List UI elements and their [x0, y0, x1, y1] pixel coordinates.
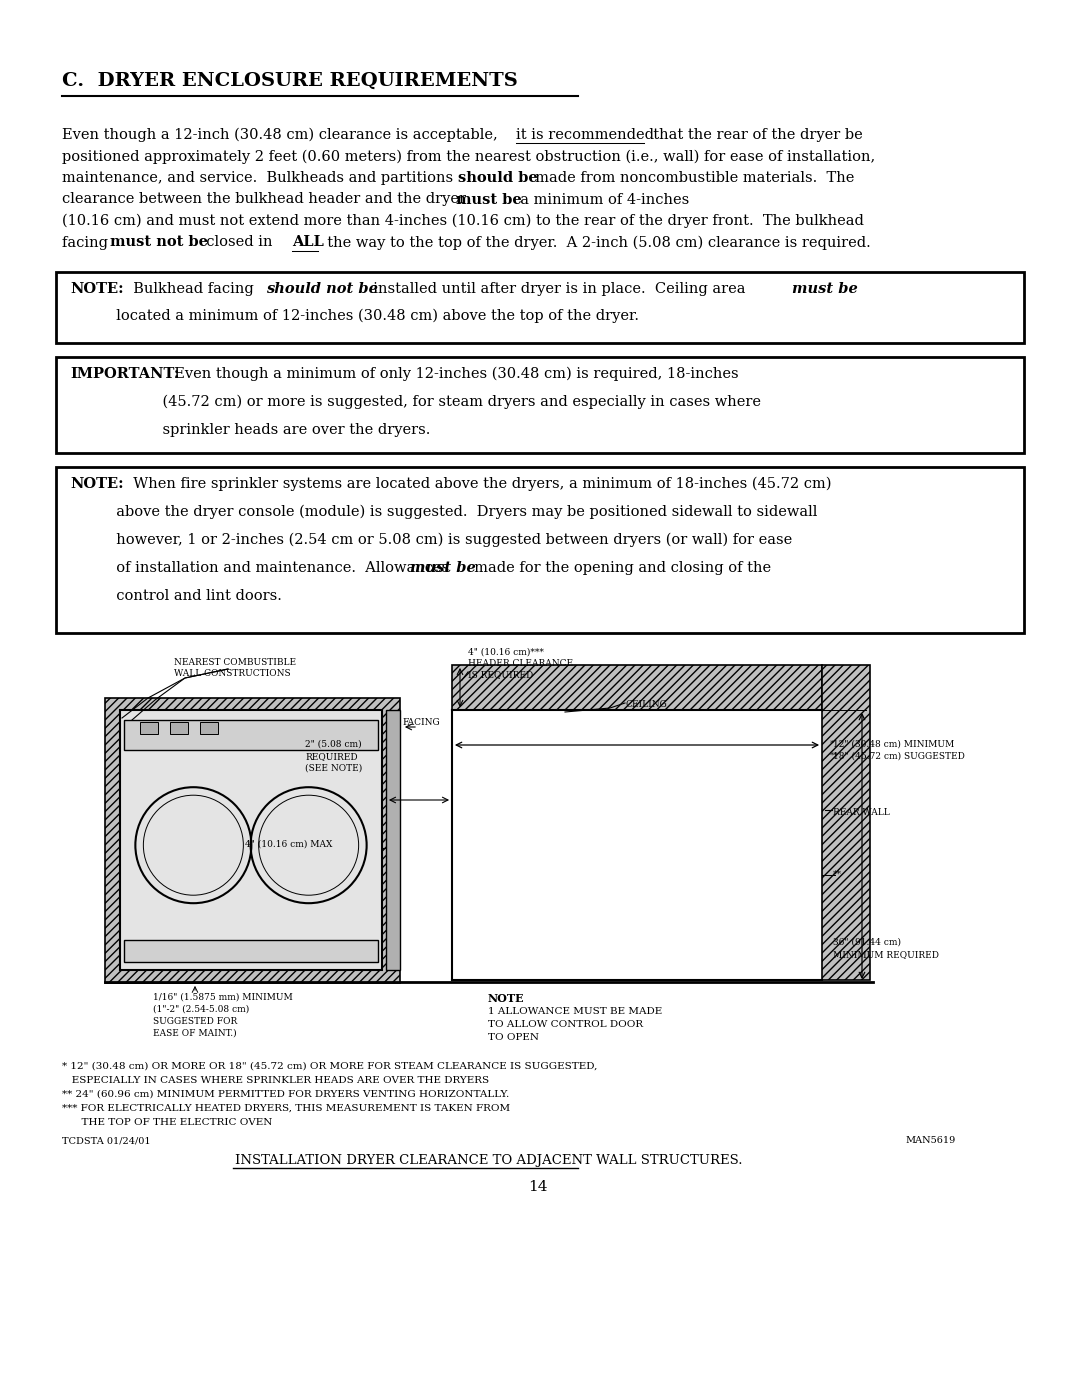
Bar [120, 710, 382, 970]
Text: INSTALLATION DRYER CLEARANCE TO ADJACENT WALL STRUCTURES.: INSTALLATION DRYER CLEARANCE TO ADJACENT… [235, 1154, 743, 1166]
Text: clearance between the bulkhead header and the dryer: clearance between the bulkhead header an… [62, 193, 475, 207]
Text: made from noncombustible materials.  The: made from noncombustible materials. The [526, 170, 854, 184]
Text: NEAREST COMBUSTIBLE: NEAREST COMBUSTIBLE [174, 658, 296, 666]
Bar [140, 722, 158, 733]
Text: of installation and maintenance.  Allowances: of installation and maintenance. Allowan… [70, 562, 459, 576]
Text: a minimum of 4-inches: a minimum of 4-inches [511, 193, 689, 207]
Text: closed in: closed in [197, 236, 282, 250]
Text: positioned approximately 2 feet (0.60 meters) from the nearest obstruction (i.e.: positioned approximately 2 feet (0.60 me… [62, 149, 875, 163]
Text: ** 24" (60.96 cm) MINIMUM PERMITTED FOR DRYERS VENTING HORIZONTALLY.: ** 24" (60.96 cm) MINIMUM PERMITTED FOR … [62, 1090, 510, 1099]
Text: CEILING: CEILING [626, 700, 667, 710]
Text: IS REQUIRED: IS REQUIRED [468, 671, 534, 679]
Text: it is recommended: it is recommended [516, 129, 654, 142]
Bar [453, 665, 822, 710]
Bar [124, 940, 378, 963]
Text: facing: facing [62, 236, 118, 250]
Text: installed until after dryer is in place.  Ceiling area: installed until after dryer is in place.… [364, 282, 755, 296]
Text: located a minimum of 12-inches (30.48 cm) above the top of the dryer.: located a minimum of 12-inches (30.48 cm… [70, 309, 639, 323]
Text: must be: must be [456, 193, 522, 207]
Bar [386, 710, 400, 970]
Bar [56, 358, 1024, 453]
Text: should not be: should not be [266, 282, 378, 296]
Text: MINIMUM REQUIRED: MINIMUM REQUIRED [833, 950, 939, 958]
Text: Even though a 12-inch (30.48 cm) clearance is acceptable,: Even though a 12-inch (30.48 cm) clearan… [62, 129, 507, 142]
Text: C.  DRYER ENCLOSURE REQUIREMENTS: C. DRYER ENCLOSURE REQUIREMENTS [62, 73, 517, 89]
Text: made for the opening and closing of the: made for the opening and closing of the [465, 562, 771, 576]
Text: sprinkler heads are over the dryers.: sprinkler heads are over the dryers. [70, 423, 430, 437]
Text: NOTE:: NOTE: [70, 476, 123, 490]
Text: IMPORTANT:: IMPORTANT: [70, 367, 179, 381]
Text: **: ** [831, 752, 838, 760]
Text: 14: 14 [528, 1180, 548, 1194]
Text: 36" (91.44 cm): 36" (91.44 cm) [833, 937, 901, 947]
Text: should be: should be [458, 170, 538, 184]
Text: must not be: must not be [110, 236, 208, 250]
Text: *: * [831, 740, 834, 747]
Bar [822, 665, 870, 981]
Text: maintenance, and service.  Bulkheads and partitions: maintenance, and service. Bulkheads and … [62, 170, 462, 184]
Text: TO ALLOW CONTROL DOOR: TO ALLOW CONTROL DOOR [488, 1020, 643, 1030]
Text: 2" (5.08 cm): 2" (5.08 cm) [305, 740, 362, 749]
Bar [56, 467, 1024, 633]
Text: FACING: FACING [402, 718, 440, 726]
Text: 4" (10.16 cm) MAX: 4" (10.16 cm) MAX [245, 840, 333, 849]
Text: NOTE:: NOTE: [70, 282, 123, 296]
Text: 1 ALLOWANCE MUST BE MADE: 1 ALLOWANCE MUST BE MADE [488, 1007, 662, 1016]
Text: EASE OF MAINT.): EASE OF MAINT.) [153, 1030, 237, 1038]
Text: WALL CONSTRUCTIONS: WALL CONSTRUCTIONS [174, 669, 291, 678]
Text: SUGGESTED FOR: SUGGESTED FOR [153, 1017, 238, 1025]
Text: 18" (45.72 cm) SUGGESTED: 18" (45.72 cm) SUGGESTED [833, 752, 964, 761]
Bar [124, 719, 378, 750]
Text: * 12" (30.48 cm) OR MORE OR 18" (45.72 cm) OR MORE FOR STEAM CLEARANCE IS SUGGES: * 12" (30.48 cm) OR MORE OR 18" (45.72 c… [62, 1062, 597, 1071]
Text: must be: must be [792, 282, 858, 296]
Text: TO OPEN: TO OPEN [488, 1032, 539, 1042]
Text: When fire sprinkler systems are located above the dryers, a minimum of 18-inches: When fire sprinkler systems are located … [124, 476, 832, 492]
Bar [170, 722, 188, 733]
Text: must be: must be [410, 562, 476, 576]
Text: 12" (30.48 cm) MINIMUM: 12" (30.48 cm) MINIMUM [833, 740, 955, 749]
Text: the way to the top of the dryer.  A 2-inch (5.08 cm) clearance is required.: the way to the top of the dryer. A 2-inc… [318, 236, 870, 250]
Text: Bulkhead facing: Bulkhead facing [124, 282, 264, 296]
Text: TCDSTA 01/24/01: TCDSTA 01/24/01 [62, 1136, 150, 1146]
Text: HEADER CLEARANCE: HEADER CLEARANCE [468, 659, 573, 668]
Text: that the rear of the dryer be: that the rear of the dryer be [644, 129, 863, 142]
Text: **: ** [833, 870, 842, 879]
Bar [105, 698, 400, 983]
Text: *** FOR ELECTRICALLY HEATED DRYERS, THIS MEASUREMENT IS TAKEN FROM: *** FOR ELECTRICALLY HEATED DRYERS, THIS… [62, 1104, 510, 1113]
Text: ESPECIALLY IN CASES WHERE SPRINKLER HEADS ARE OVER THE DRYERS: ESPECIALLY IN CASES WHERE SPRINKLER HEAD… [62, 1076, 489, 1085]
Text: 1/16" (1.5875 mm) MINIMUM: 1/16" (1.5875 mm) MINIMUM [153, 993, 293, 1002]
Text: however, 1 or 2-inches (2.54 cm or 5.08 cm) is suggested between dryers (or wall: however, 1 or 2-inches (2.54 cm or 5.08 … [70, 534, 793, 548]
Text: above the dryer console (module) is suggested.  Dryers may be positioned sidewal: above the dryer console (module) is sugg… [70, 504, 818, 520]
Text: 4" (10.16 cm)***: 4" (10.16 cm)*** [468, 648, 544, 657]
Text: REQUIRED: REQUIRED [305, 752, 357, 761]
Text: MAN5619: MAN5619 [905, 1136, 955, 1146]
Text: ALL: ALL [292, 236, 324, 250]
Text: REAR WALL: REAR WALL [833, 807, 890, 817]
Bar [56, 272, 1024, 344]
Text: (45.72 cm) or more is suggested, for steam dryers and especially in cases where: (45.72 cm) or more is suggested, for ste… [70, 395, 761, 409]
Bar [200, 722, 218, 733]
Text: (SEE NOTE): (SEE NOTE) [305, 764, 362, 773]
Text: Even though a minimum of only 12-inches (30.48 cm) is required, 18-inches: Even though a minimum of only 12-inches … [165, 367, 739, 381]
Text: control and lint doors.: control and lint doors. [70, 590, 282, 604]
Text: (1"-2" (2.54-5.08 cm): (1"-2" (2.54-5.08 cm) [153, 1004, 249, 1014]
Text: THE TOP OF THE ELECTRIC OVEN: THE TOP OF THE ELECTRIC OVEN [62, 1118, 272, 1127]
Text: (10.16 cm) and must not extend more than 4-inches (10.16 cm) to the rear of the : (10.16 cm) and must not extend more than… [62, 214, 864, 228]
Text: NOTE: NOTE [488, 993, 525, 1004]
